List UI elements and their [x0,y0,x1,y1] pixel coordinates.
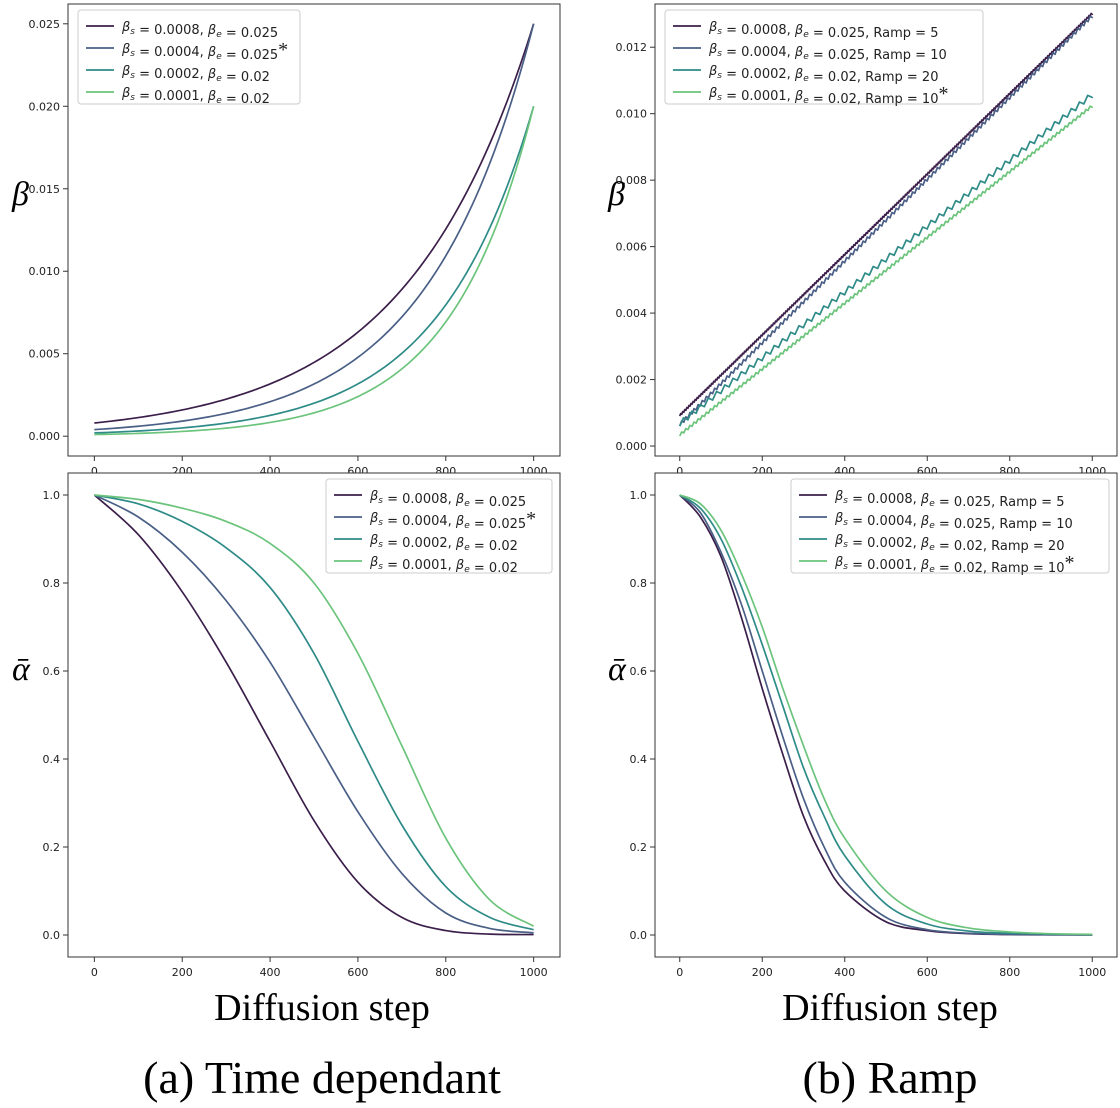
legend-entry-1: βs = 0.0008, βe = 0.025, Ramp = 5 [834,489,1064,510]
y-tick-label: 0.006 [616,241,648,254]
x-tick-label: 400 [834,966,855,979]
legend-entry-1: βs = 0.0008, βe = 0.025 [121,20,278,41]
series-line-2 [679,494,1093,936]
series-line-1 [678,12,1094,417]
legend-entry-3: βs = 0.0002, βe = 0.02 [369,533,518,554]
x-tick-label: 600 [917,966,938,979]
panel-time-dependant-alpha: 0 200 400 600 800 1000 0.0 0.2 0.4 0.6 0.8 1.0 ᾱ βs =… [12,472,561,979]
legend-box [77,9,301,105]
series-line-1 [93,494,534,936]
legend-entry-4: βs = 0.0001, βe = 0.02, Ramp = 10* [708,83,948,107]
y-tick-label: 0.020 [29,100,61,113]
legend-entry-1: βs = 0.0008, βe = 0.025, Ramp = 5 [708,20,938,41]
y-tick-label: 0.8 [630,577,648,590]
legend-entry-3: βs = 0.0002, βe = 0.02, Ramp = 20 [834,533,1064,554]
legend-entry-4: βs = 0.0001, βe = 0.02, Ramp = 10* [834,552,1074,576]
legend-box [790,478,1110,574]
x-tick-label: 800 [999,966,1020,979]
series-line-1 [94,23,535,424]
legend-box [664,9,984,105]
x-tick-label: 200 [172,966,193,979]
x-tick-label: 600 [347,966,368,979]
y-tick-label: 0.2 [43,841,61,854]
x-tick-label: 0 [676,966,683,979]
y-tick-label: 0.000 [616,440,648,453]
y-tick-label: 0.0 [630,929,648,942]
series-line-2 [678,15,1094,427]
y-tick-label: 0.008 [616,174,648,187]
legend-entry-2: βs = 0.0004, βe = 0.025* [369,508,536,532]
series-line-4 [94,106,535,436]
series-line-2 [94,23,535,431]
series-line-3 [94,106,535,434]
y-tick-label: 0.025 [29,18,61,31]
legend-entry-1: βs = 0.0008, βe = 0.025 [369,489,526,510]
legend: βs = 0.0008, βe = 0.025, Ramp = 5βs = 0.… [664,9,984,107]
x-tick-label: 0 [676,465,683,478]
y-tick-label: 0.2 [630,841,648,854]
y-tick-label: 0.010 [29,265,61,278]
panel-ramp-beta: 0 200 400 600 800 10000.0000.0020.0040.0060.0… [607,3,1118,478]
caption-ramp: (b) Ramp [802,1052,977,1103]
y-tick-label: 0.005 [29,348,61,361]
series-line-3 [678,94,1094,427]
x-tick-label: 800 [435,966,456,979]
y-tick-label: 0.004 [616,307,648,320]
legend-entry-3: βs = 0.0002, βe = 0.02 [121,64,270,85]
legend-entry-2: βs = 0.0004, βe = 0.025, Ramp = 10 [708,42,947,63]
y-tick-label: 0.8 [43,577,61,590]
x-tick-label: 0 [91,465,98,478]
series-line-3 [679,494,1093,936]
y-axis-label: ᾱ [12,651,31,688]
series-line-3 [94,494,534,931]
caption-time-dependant: (a) Time dependant [143,1052,501,1103]
x-axis-label-right: Diffusion step [782,987,998,1029]
legend-entry-4: βs = 0.0001, βe = 0.02 [121,86,270,107]
y-tick-label: 1.0 [43,489,61,502]
y-tick-label: 0.015 [29,183,61,196]
legend-entry-2: βs = 0.0004, βe = 0.025* [121,39,288,63]
y-tick-label: 0.6 [630,665,648,678]
series-line-2 [93,494,534,934]
x-tick-label: 1000 [520,966,548,979]
y-tick-label: 0.4 [43,753,61,766]
y-tick-label: 0.4 [630,753,648,766]
y-axis-label: ᾱ [608,651,627,688]
y-tick-label: 1.0 [630,489,648,502]
y-tick-label: 0.0 [43,929,61,942]
panel-ramp-alpha: 0 200 400 600 800 1000 0.0 0.2 0.4 0.6 0.8 1.0 ᾱ βs =… [608,472,1118,979]
series-line-4 [678,105,1094,437]
y-tick-label: 0.010 [616,108,648,121]
legend-box [325,478,553,574]
legend-entry-4: βs = 0.0001, βe = 0.02 [369,555,518,576]
legend-entry-3: βs = 0.0002, βe = 0.02, Ramp = 20 [708,64,938,85]
legend: βs = 0.0008, βe = 0.025, Ramp = 5βs = 0.… [790,478,1110,576]
y-tick-label: 0.000 [29,430,61,443]
legend-entry-2: βs = 0.0004, βe = 0.025, Ramp = 10 [834,511,1073,532]
y-axis-label: β [607,176,625,213]
x-tick-label: 200 [752,966,773,979]
x-tick-label: 0 [91,966,98,979]
x-tick-label: 400 [260,966,281,979]
series-line-4 [679,494,1093,936]
y-axis-label: β [11,176,29,213]
series-line-4 [94,494,535,927]
x-tick-label: 1000 [1078,966,1106,979]
y-tick-label: 0.6 [43,665,61,678]
x-axis-label-left: Diffusion step [214,987,430,1029]
panel-time-dependant-beta: 0 200 400 600 800 10000.0000.0050.0100.0150.0… [11,3,561,478]
y-tick-label: 0.012 [616,41,648,54]
y-tick-label: 0.002 [616,374,648,387]
